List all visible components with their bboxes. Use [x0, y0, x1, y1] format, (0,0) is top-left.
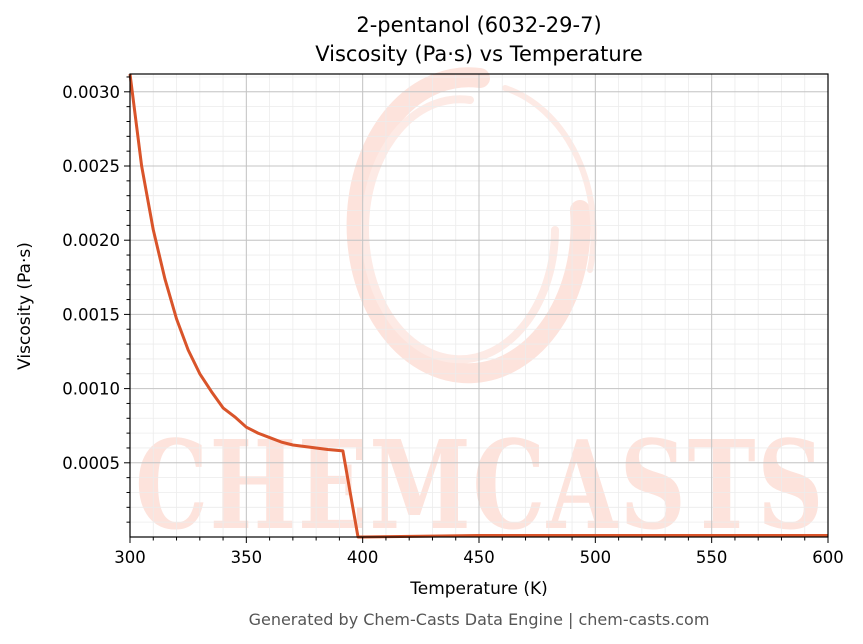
- chart-title: 2-pentanol (6032-29-7) Viscosity (Pa·s) …: [315, 13, 643, 66]
- x-tick-label: 350: [231, 548, 263, 567]
- x-tick-label: 600: [812, 548, 844, 567]
- y-axis-label: Viscosity (Pa·s): [15, 242, 35, 370]
- y-tick-label: 0.0030: [62, 83, 120, 102]
- x-axis-label: Temperature (K): [409, 579, 548, 599]
- watermark-logo: [346, 67, 597, 384]
- x-tick-label: 400: [347, 548, 379, 567]
- chart-title-line-1: 2-pentanol (6032-29-7): [356, 13, 601, 37]
- footer-credit: Generated by Chem-Casts Data Engine | ch…: [249, 610, 710, 629]
- grid: [129, 74, 829, 537]
- y-tick-label: 0.0015: [62, 305, 120, 324]
- x-tick-label: 450: [463, 548, 495, 567]
- x-tick-label: 550: [696, 548, 728, 567]
- y-tick-label: 0.0020: [62, 231, 120, 250]
- x-tick-label: 500: [580, 548, 612, 567]
- y-tick-label: 0.0025: [62, 157, 120, 176]
- x-tick-label: 300: [114, 548, 146, 567]
- y-axis: 0.0005 0.0010 0.0015 0.0020 0.0025 0.0030: [62, 76, 130, 523]
- y-tick-label: 0.0010: [62, 380, 120, 399]
- chart-title-line-2: Viscosity (Pa·s) vs Temperature: [315, 42, 643, 66]
- x-axis: 300 350 400 450 500 550 600: [114, 537, 844, 567]
- y-tick-label: 0.0005: [62, 454, 120, 473]
